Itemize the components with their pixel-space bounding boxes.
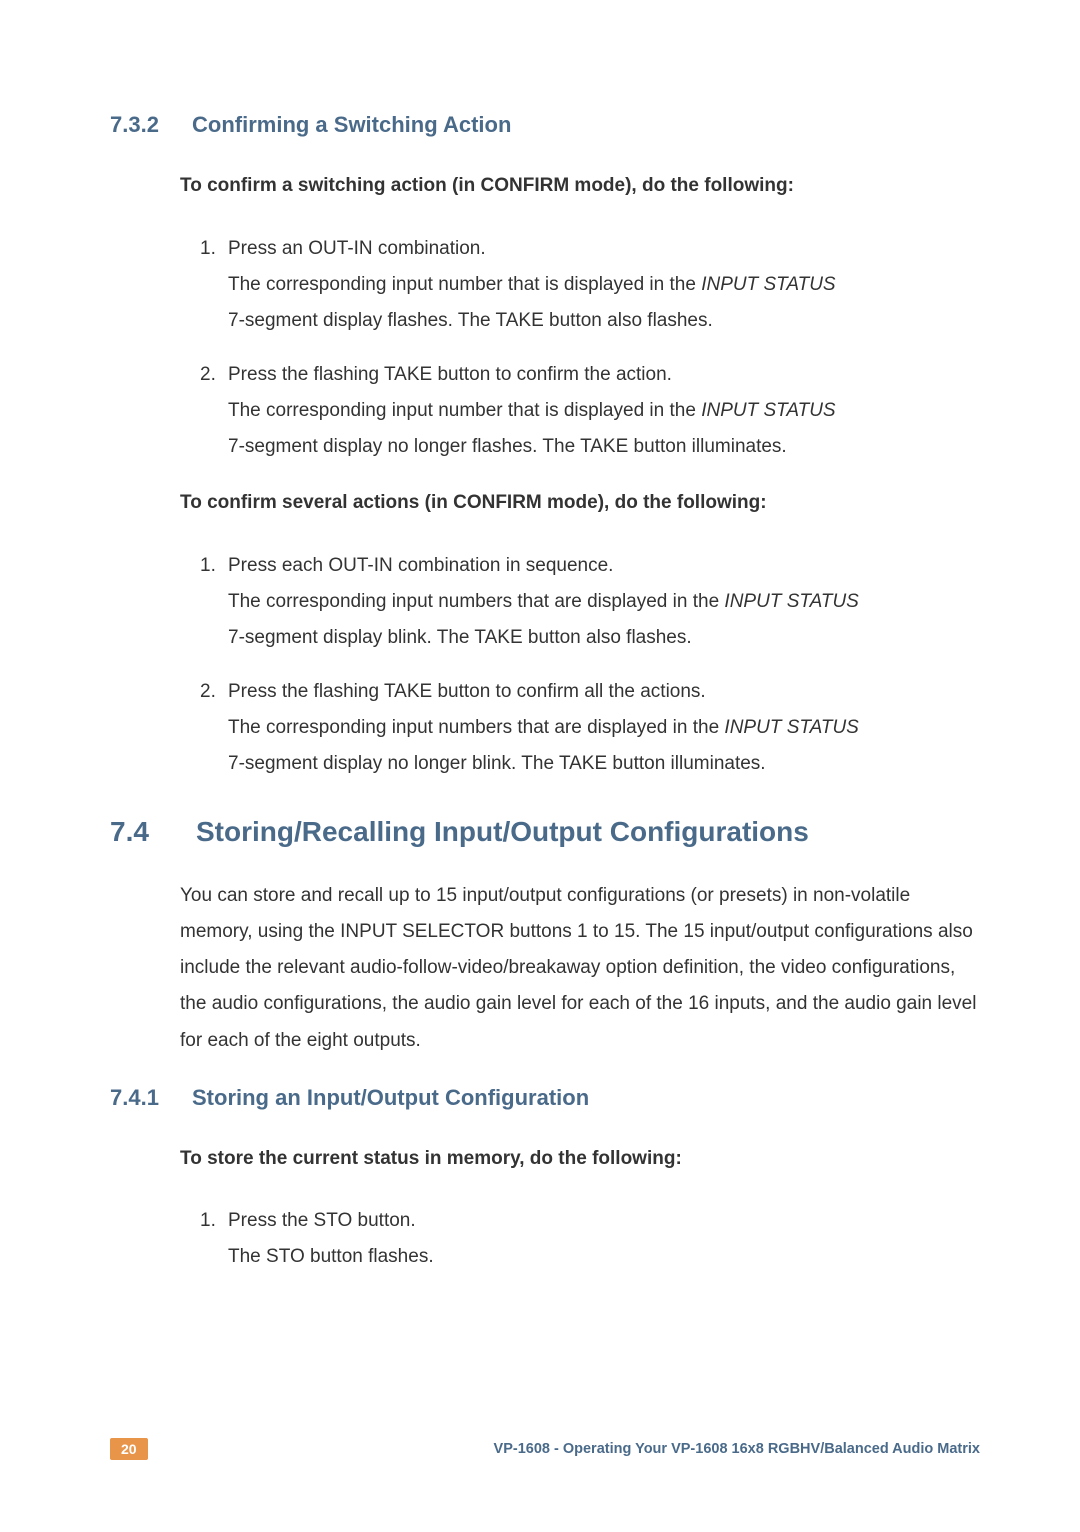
list-item: 2. Press the flashing TAKE button to con… (200, 674, 980, 782)
heading-7-4-1: 7.4.1 Storing an Input/Output Configurat… (110, 1085, 980, 1111)
list-body: Press the flashing TAKE button to confir… (228, 357, 980, 465)
list-number: 2. (200, 674, 228, 782)
list-body: Press the STO button. The STO button fla… (228, 1203, 980, 1275)
italic-text: INPUT STATUS (701, 400, 835, 421)
heading-number: 7.4 (110, 816, 154, 848)
list-body: Press the flashing TAKE button to confir… (228, 674, 980, 782)
heading-7-3-2: 7.3.2 Confirming a Switching Action (110, 112, 980, 138)
italic-text: INPUT STATUS (701, 274, 835, 295)
list-text: The corresponding input number that is d… (228, 400, 701, 421)
ordered-list: 1. Press the STO button. The STO button … (200, 1203, 980, 1275)
list-number: 1. (200, 548, 228, 656)
heading-number: 7.3.2 (110, 112, 164, 138)
intro-text: To confirm several actions (in CONFIRM m… (180, 489, 980, 518)
list-text: Press each OUT-IN combination in sequenc… (228, 555, 613, 576)
list-text: The STO button flashes. (228, 1246, 434, 1267)
list-text: Press the flashing TAKE button to confir… (228, 681, 706, 702)
list-number: 1. (200, 1203, 228, 1275)
list-item: 1. Press an OUT-IN combination. The corr… (200, 231, 980, 339)
list-item: 1. Press each OUT-IN combination in sequ… (200, 548, 980, 656)
heading-number: 7.4.1 (110, 1085, 164, 1111)
list-body: Press an OUT-IN combination. The corresp… (228, 231, 980, 339)
list-text: Press an OUT-IN combination. (228, 238, 486, 259)
heading-title: Storing/Recalling Input/Output Configura… (196, 816, 809, 848)
list-number: 2. (200, 357, 228, 465)
page-number-badge: 20 (110, 1438, 148, 1460)
intro-text: To store the current status in memory, d… (180, 1145, 980, 1174)
list-body: Press each OUT-IN combination in sequenc… (228, 548, 980, 656)
paragraph: You can store and recall up to 15 input/… (180, 878, 980, 1058)
list-number: 1. (200, 231, 228, 339)
list-item: 1. Press the STO button. The STO button … (200, 1203, 980, 1275)
list-text: Press the flashing TAKE button to confir… (228, 364, 672, 385)
list-text: Press the STO button. (228, 1210, 416, 1231)
list-text: 7-segment display no longer flashes. The… (228, 436, 787, 457)
ordered-list: 1. Press an OUT-IN combination. The corr… (200, 231, 980, 466)
heading-7-4: 7.4 Storing/Recalling Input/Output Confi… (110, 816, 980, 848)
ordered-list: 1. Press each OUT-IN combination in sequ… (200, 548, 980, 783)
italic-text: INPUT STATUS (724, 591, 858, 612)
list-text: 7-segment display blink. The TAKE button… (228, 627, 692, 648)
page-footer: 20 VP-1608 - Operating Your VP-1608 16x8… (110, 1438, 980, 1460)
list-item: 2. Press the flashing TAKE button to con… (200, 357, 980, 465)
heading-title: Storing an Input/Output Configuration (192, 1085, 589, 1111)
list-text: 7-segment display no longer blink. The T… (228, 753, 766, 774)
list-text: The corresponding input number that is d… (228, 274, 701, 295)
page-content: 7.3.2 Confirming a Switching Action To c… (0, 0, 1080, 1275)
list-text: The corresponding input numbers that are… (228, 717, 724, 738)
list-text: 7-segment display flashes. The TAKE butt… (228, 310, 713, 331)
heading-title: Confirming a Switching Action (192, 112, 511, 138)
footer-title: VP-1608 - Operating Your VP-1608 16x8 RG… (494, 1441, 980, 1457)
intro-text: To confirm a switching action (in CONFIR… (180, 172, 980, 201)
italic-text: INPUT STATUS (724, 717, 858, 738)
list-text: The corresponding input numbers that are… (228, 591, 724, 612)
